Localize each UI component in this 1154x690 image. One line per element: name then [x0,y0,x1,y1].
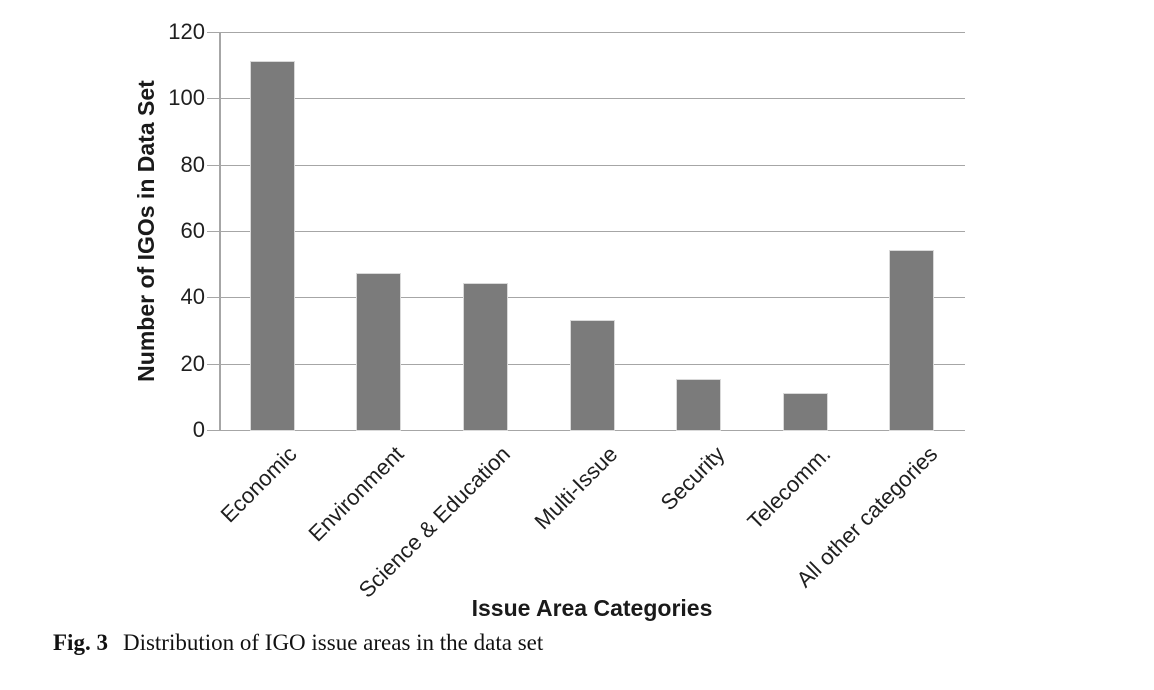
caption-label: Fig. 3 [53,630,108,655]
gridline-100 [219,98,965,99]
figure-caption: Fig. 3 Distribution of IGO issue areas in… [53,630,1053,656]
plot-area [207,32,965,431]
gridline-120 [219,32,965,33]
y-axis-tick-mark-60 [207,231,219,232]
y-axis-tick-mark-80 [207,165,219,166]
x-category-label-multi-issue: Multi-Issue [529,441,622,535]
y-tick-label-20: 20 [180,351,205,376]
caption-text: Distribution of IGO issue areas in the d… [122,630,544,655]
bar-all-other-categories [890,251,933,430]
y-tick-label-100: 100 [168,85,205,110]
bar-economic [251,62,294,430]
gridline-60 [219,231,965,232]
y-tick-label-0: 0 [192,417,205,442]
bar-environment [357,274,400,430]
bar-security [677,380,720,430]
y-tick-label-40: 40 [180,284,205,309]
x-category-label-economic: Economic [215,441,302,528]
bar-science-education [464,284,507,430]
gridline-40 [219,297,965,298]
y-axis-tick-mark-120 [207,32,219,33]
y-axis-tick-mark-0 [207,430,219,431]
gridline-80 [219,165,965,166]
y-tick-label-120: 120 [168,19,205,44]
y-axis-line [219,32,221,431]
bar-telecomm [784,394,827,430]
y-tick-label-60: 60 [180,218,205,243]
gridline-0 [219,430,965,431]
y-axis-tick-mark-100 [207,98,219,99]
x-category-label-environment: Environment [303,441,409,547]
y-tick-label-80: 80 [180,152,205,177]
y-axis-tick-mark-20 [207,364,219,365]
x-category-label-security: Security [655,441,729,516]
x-axis-title: Issue Area Categories [471,595,713,621]
y-axis-tick-mark-40 [207,297,219,298]
bar-multi-issue [571,321,614,430]
x-category-label-telecomm: Telecomm. [742,441,835,535]
